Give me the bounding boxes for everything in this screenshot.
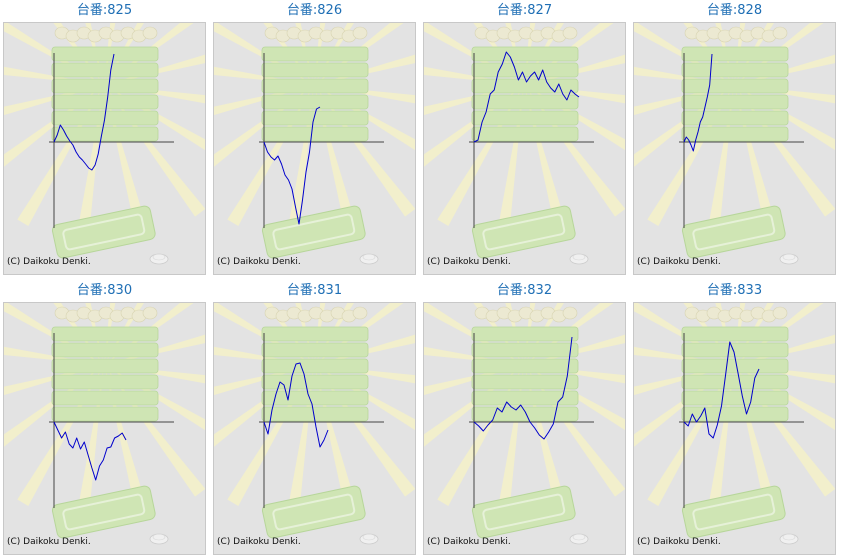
copyright-text: (C) Daikoku Denki.: [217, 257, 301, 267]
machine-graph-card: 台番:827 (C) Daikoku Denki.: [423, 0, 626, 276]
machine-number-title: 台番:833: [706, 283, 763, 298]
machine-number-title: 台番:830: [76, 283, 133, 298]
slump-line: [263, 362, 329, 448]
machine-graph-card: 台番:832 (C) Daikoku Denki.: [423, 280, 626, 556]
machine-illustration: [4, 23, 205, 265]
copyright-text: (C) Daikoku Denki.: [427, 537, 511, 547]
machine-number-title: 台番:828: [706, 3, 763, 18]
slump-graph: (C) Daikoku Denki.: [3, 22, 206, 275]
slump-graph: (C) Daikoku Denki.: [213, 22, 416, 275]
machine-illustration: [634, 23, 835, 265]
slump-graph-svg: [634, 303, 835, 545]
slump-graph-svg: [424, 23, 625, 265]
slump-graph-svg: [214, 303, 415, 545]
machine-number-title: 台番:827: [496, 3, 553, 18]
copyright-text: (C) Daikoku Denki.: [637, 537, 721, 547]
slump-graph-svg: [4, 303, 205, 545]
slump-graph: (C) Daikoku Denki.: [633, 22, 836, 275]
machine-number-title: 台番:825: [76, 3, 133, 18]
copyright-text: (C) Daikoku Denki.: [7, 537, 91, 547]
slump-graph: (C) Daikoku Denki.: [633, 302, 836, 555]
slump-graph: (C) Daikoku Denki.: [423, 22, 626, 275]
slump-graph: (C) Daikoku Denki.: [3, 302, 206, 555]
slump-line: [683, 341, 760, 439]
slump-line: [263, 106, 321, 225]
copyright-text: (C) Daikoku Denki.: [637, 257, 721, 267]
slump-line: [53, 421, 127, 481]
copyright-text: (C) Daikoku Denki.: [217, 537, 301, 547]
machine-illustration: [424, 303, 625, 545]
machine-graph-card: 台番:831 (C) Daikoku Denki.: [213, 280, 416, 556]
machine-illustration: [634, 303, 835, 545]
slump-graph: (C) Daikoku Denki.: [213, 302, 416, 555]
machine-number-title: 台番:826: [286, 3, 343, 18]
copyright-text: (C) Daikoku Denki.: [427, 257, 511, 267]
machine-illustration: [214, 303, 415, 545]
slump-line: [473, 51, 580, 143]
machine-number-title: 台番:831: [286, 283, 343, 298]
machine-graph-card: 台番:828 (C) Daikoku Denki.: [633, 0, 836, 276]
slump-graph-svg: [214, 23, 415, 265]
slump-line: [473, 336, 573, 440]
machine-graph-card: 台番:830 (C) Daikoku Denki.: [3, 280, 206, 556]
machine-graph-card: 台番:826 (C) Daikoku Denki.: [213, 0, 416, 276]
slump-line: [53, 53, 115, 171]
copyright-text: (C) Daikoku Denki.: [7, 257, 91, 267]
slump-graph: (C) Daikoku Denki.: [423, 302, 626, 555]
machine-graph-card: 台番:825 (C) Daikoku Denki.: [3, 0, 206, 276]
machine-illustration: [424, 23, 625, 265]
machine-graph-card: 台番:833 (C) Daikoku Denki.: [633, 280, 836, 556]
machine-illustration: [214, 23, 415, 265]
slump-line: [683, 53, 713, 152]
slump-graph-svg: [4, 23, 205, 265]
machine-number-title: 台番:832: [496, 283, 553, 298]
slump-graph-svg: [634, 23, 835, 265]
machine-illustration: [4, 303, 205, 545]
slump-graph-svg: [424, 303, 625, 545]
